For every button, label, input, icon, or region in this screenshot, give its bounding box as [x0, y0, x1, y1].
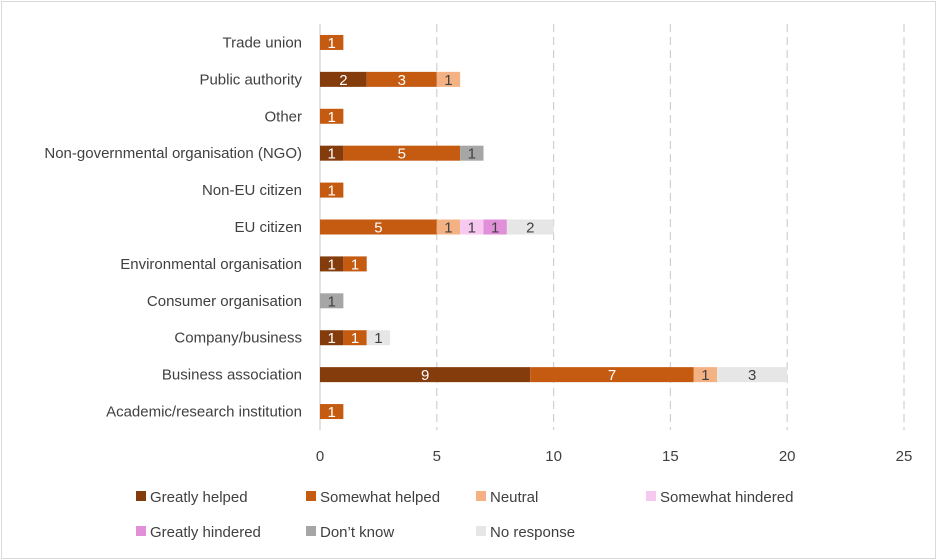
- bar-segment-greatly-helped: [320, 256, 344, 272]
- bar-segment-neutral: [436, 71, 461, 87]
- legend-label: Don’t know: [320, 524, 394, 541]
- category-label: Non-EU citizen: [202, 182, 302, 199]
- data-label: 1: [351, 256, 359, 273]
- data-label: 2: [526, 220, 534, 237]
- legend-label: Greatly helped: [150, 489, 248, 506]
- data-label: 7: [608, 367, 616, 384]
- gridlines: [319, 24, 905, 430]
- category-label: Public authority: [199, 71, 302, 88]
- bar-segment-somewhat-helped: [366, 71, 437, 87]
- legend-swatch-somewhat-helped: [306, 491, 316, 501]
- data-label: 3: [748, 367, 756, 384]
- data-label: 1: [328, 35, 336, 52]
- category-label: Company/business: [174, 330, 302, 347]
- bar-segment-somewhat-helped: [343, 256, 367, 272]
- category-label: EU citizen: [234, 219, 302, 236]
- bar-segment-somewhat-helped: [343, 145, 461, 161]
- data-label: 1: [328, 183, 336, 200]
- data-label: 5: [374, 220, 382, 237]
- bar-segment-somewhat-helped: [320, 182, 344, 198]
- bar-segment-greatly-helped: [320, 330, 344, 346]
- category-labels: Trade union Public authority Other Non-gove…: [44, 34, 302, 420]
- x-tick-label: 10: [545, 448, 562, 465]
- category-label: Environmental organisation: [120, 256, 302, 273]
- bar-segment-greatly-hindered: [483, 219, 507, 235]
- category-label: Non-governmental organisation (NGO): [44, 145, 302, 162]
- category-label: Other: [264, 108, 302, 125]
- legend-label: Greatly hindered: [150, 524, 261, 541]
- data-label: 1: [374, 330, 382, 347]
- legend-swatch-don-t-know: [306, 526, 316, 536]
- bar-segment-greatly-helped: [320, 145, 344, 161]
- bar-segment-somewhat-helped: [530, 367, 694, 383]
- data-label: 1: [328, 404, 336, 421]
- x-tick-label: 0: [316, 448, 324, 465]
- bar-segment-don-t-know: [460, 145, 484, 161]
- data-label: 2: [339, 72, 347, 89]
- legend-label: Somewhat hindered: [660, 489, 793, 506]
- data-label: 1: [468, 146, 476, 163]
- bar-segment-no-response: [366, 330, 391, 346]
- legend-label: Somewhat helped: [320, 489, 440, 506]
- legend-swatch-no-response: [476, 526, 486, 536]
- bar-segment-somewhat-helped: [320, 219, 437, 235]
- legend-swatch-greatly-hindered: [136, 526, 146, 536]
- legend-swatch-neutral: [476, 491, 486, 501]
- category-label: Business association: [162, 367, 302, 384]
- category-label: Academic/research institution: [106, 404, 302, 421]
- category-label: Consumer organisation: [147, 293, 302, 310]
- x-axis-ticks: 0 5 10 15 20 25: [316, 448, 913, 465]
- legend-label: Neutral: [490, 489, 538, 506]
- bar-segment-neutral: [436, 219, 461, 235]
- data-label: 1: [328, 146, 336, 163]
- data-label: 1: [328, 256, 336, 273]
- data-label: 1: [444, 72, 452, 89]
- bar-segment-no-response: [506, 219, 554, 235]
- bar-segment-somewhat-helped: [320, 34, 344, 50]
- bar-segment-greatly-helped: [320, 367, 531, 383]
- legend-swatch-somewhat-hindered: [646, 491, 656, 501]
- bar-segment-no-response: [717, 367, 788, 383]
- category-label: Trade union: [223, 34, 303, 51]
- data-label: 9: [421, 367, 429, 384]
- x-tick-label: 15: [662, 448, 679, 465]
- data-label: 1: [468, 220, 476, 237]
- bar-segment-neutral: [693, 367, 718, 383]
- data-label: 5: [398, 146, 406, 163]
- legend-label: No response: [490, 524, 575, 541]
- data-label: 1: [491, 220, 499, 237]
- data-label: 1: [444, 220, 452, 237]
- bar-segment-somewhat-hindered: [460, 219, 484, 235]
- bar-segment-somewhat-helped: [320, 108, 344, 124]
- bar-segment-greatly-helped: [320, 71, 367, 87]
- legend: Greatly helped Somewhat helped Neutral Some…: [136, 489, 793, 541]
- data-label: 1: [701, 367, 709, 384]
- data-label: 1: [328, 293, 336, 310]
- data-label: 3: [398, 72, 406, 89]
- data-label: 1: [328, 330, 336, 347]
- bar-segment-somewhat-helped: [343, 330, 367, 346]
- x-tick-label: 20: [779, 448, 796, 465]
- data-label: 1: [328, 109, 336, 126]
- bar-segment-somewhat-helped: [320, 404, 344, 420]
- x-tick-label: 25: [896, 448, 913, 465]
- legend-swatch-greatly-helped: [136, 491, 146, 501]
- data-label: 1: [351, 330, 359, 347]
- bar-segment-don-t-know: [320, 293, 344, 309]
- bars: 12 3 111 5 115 1 1 1 21 111 1 19 7 1 31: [320, 34, 788, 421]
- x-tick-label: 5: [433, 448, 441, 465]
